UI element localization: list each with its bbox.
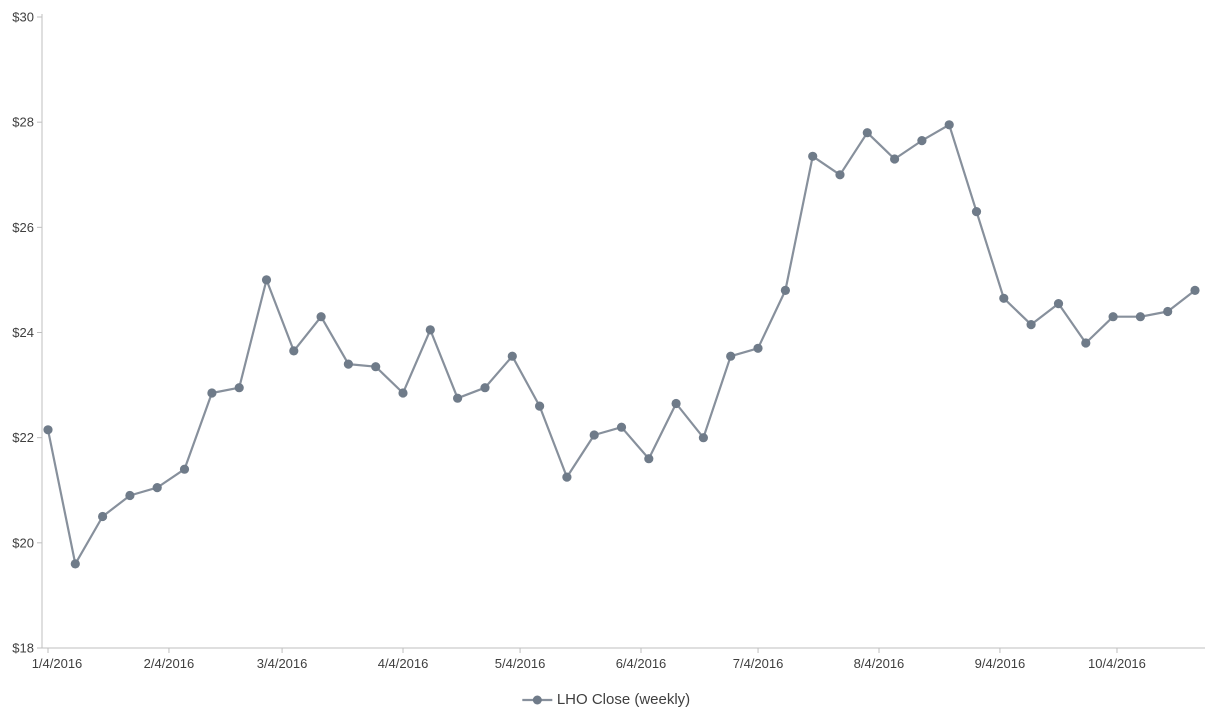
x-axis-tick-label: 8/4/2016	[854, 656, 905, 671]
data-point-marker	[644, 454, 654, 464]
x-axis-tick-label: 6/4/2016	[616, 656, 667, 671]
data-point-marker	[480, 383, 490, 393]
data-point-marker	[507, 351, 517, 361]
data-point-marker	[234, 383, 244, 393]
data-point-marker	[808, 151, 818, 161]
y-axis-tick-label: $30	[12, 10, 34, 25]
x-axis-tick-label: 2/4/2016	[144, 656, 195, 671]
data-point-marker	[289, 346, 299, 356]
data-point-marker	[70, 559, 80, 569]
y-axis-tick-label: $26	[12, 220, 34, 235]
data-point-marker	[944, 120, 954, 130]
data-point-marker	[343, 359, 353, 369]
data-point-marker	[589, 430, 599, 440]
legend-label: LHO Close (weekly)	[556, 691, 691, 708]
data-point-marker	[726, 351, 736, 361]
data-point-marker	[616, 422, 627, 432]
data-point-marker	[1053, 299, 1064, 309]
data-point-marker	[1081, 338, 1091, 348]
x-axis-tick-label: 10/4/2016	[1088, 656, 1146, 671]
data-point-marker	[1163, 306, 1173, 317]
data-point-marker	[125, 490, 135, 501]
data-point-marker	[698, 433, 709, 443]
data-point-marker	[780, 285, 791, 295]
data-point-marker	[1026, 320, 1036, 330]
data-point-marker	[535, 401, 545, 411]
y-axis-tick-label: $20	[12, 535, 34, 550]
data-point-marker	[917, 136, 927, 146]
data-point-marker	[398, 388, 408, 398]
data-point-marker	[862, 128, 872, 138]
data-point-marker	[371, 362, 381, 372]
data-point-marker	[43, 425, 53, 435]
data-point-marker	[453, 393, 463, 403]
data-point-marker	[207, 388, 217, 398]
x-axis-tick-label: 7/4/2016	[733, 656, 784, 671]
data-point-marker	[753, 343, 763, 353]
y-axis-tick-label: $18	[12, 641, 34, 656]
x-axis-tick-label: 5/4/2016	[495, 656, 546, 671]
data-point-marker	[562, 472, 572, 482]
legend-marker-icon	[521, 695, 552, 704]
data-point-marker	[835, 170, 845, 180]
data-point-marker	[152, 483, 162, 493]
data-point-marker	[671, 398, 681, 409]
data-point-marker	[1190, 285, 1200, 295]
x-axis-tick-label: 4/4/2016	[378, 656, 429, 671]
data-point-marker	[1135, 312, 1145, 322]
data-point-marker	[890, 154, 900, 164]
y-axis-tick-label: $22	[12, 430, 34, 445]
data-point-marker	[316, 312, 326, 322]
x-axis-tick-label: 9/4/2016	[975, 656, 1026, 671]
data-point-marker	[425, 325, 435, 335]
y-axis-tick-label: $24	[12, 325, 34, 340]
data-point-marker	[971, 207, 982, 217]
data-point-marker	[999, 293, 1009, 303]
x-axis-tick-label: 3/4/2016	[257, 656, 308, 671]
y-axis-tick-label: $28	[12, 115, 34, 130]
data-point-marker	[98, 511, 108, 522]
chart-legend: LHO Close (weekly)	[521, 691, 690, 708]
x-axis-tick-label: 1/4/2016	[32, 656, 83, 671]
data-point-marker	[1108, 312, 1118, 322]
data-point-marker	[179, 464, 190, 474]
series-line	[46, 123, 1197, 566]
data-point-marker	[261, 275, 272, 285]
